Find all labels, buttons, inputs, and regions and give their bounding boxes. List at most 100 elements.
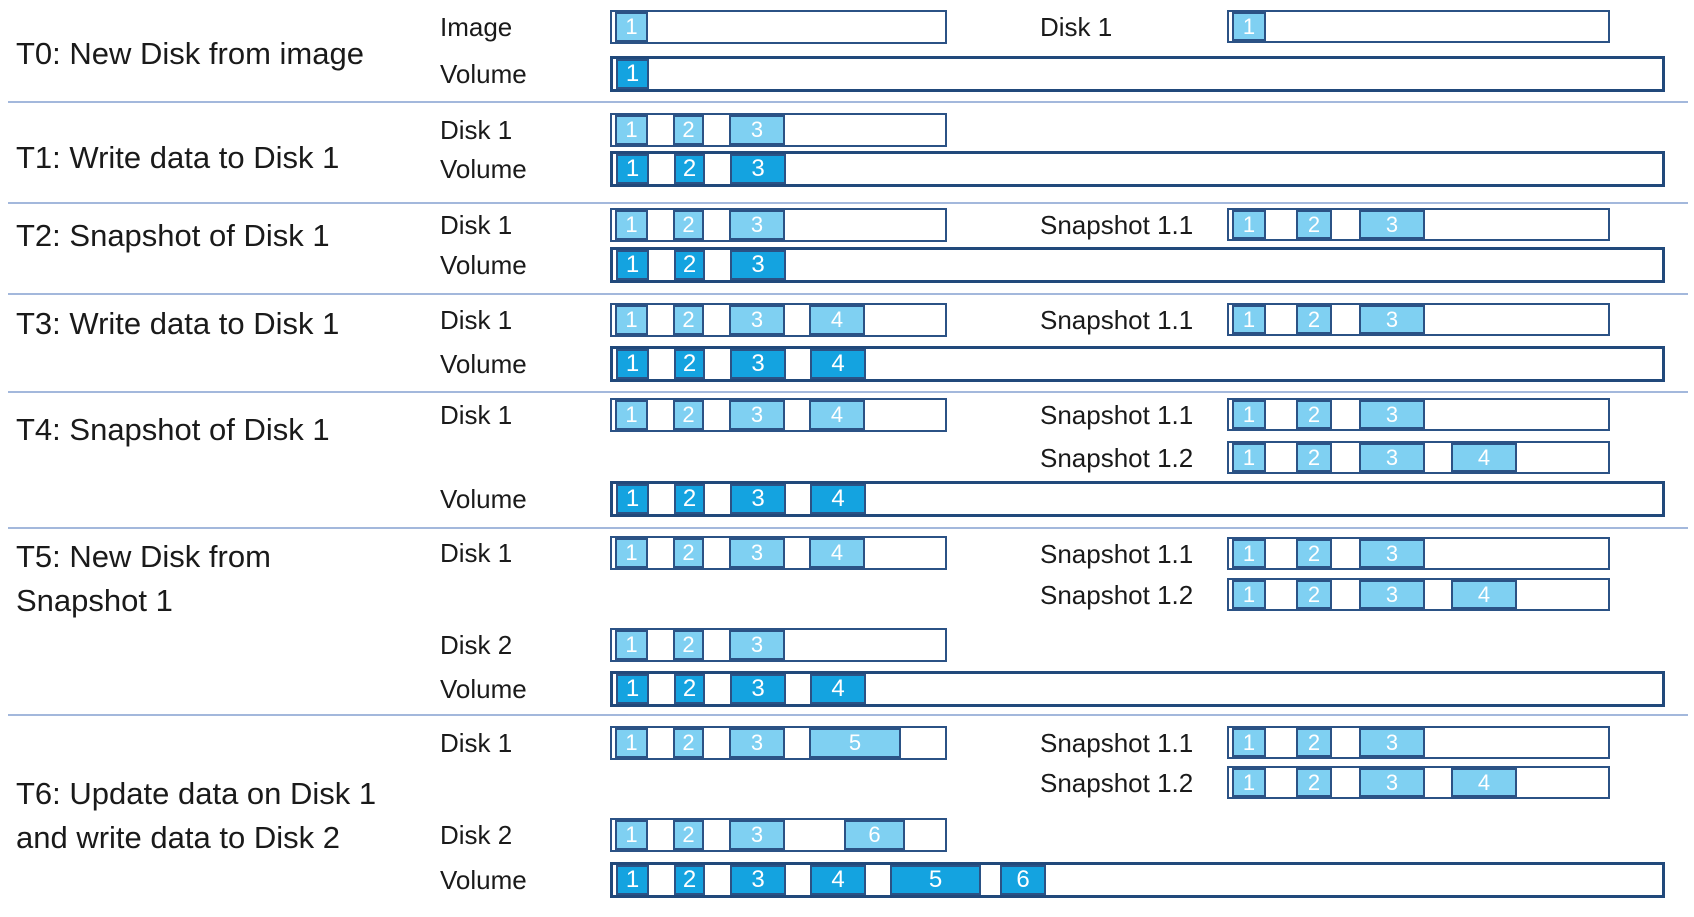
row-label-disk-2: Disk 2: [440, 630, 513, 660]
row-label-volume: Volume: [440, 59, 527, 89]
data-block-1: 1: [616, 865, 649, 895]
row-label-image: Image: [440, 12, 513, 42]
data-block-2: 2: [673, 538, 704, 568]
data-block-3: 3: [730, 674, 786, 704]
data-block-1: 1: [616, 59, 649, 89]
data-block-1: 1: [615, 12, 648, 42]
row-label-snapshot-1.2: Snapshot 1.2: [1040, 579, 1194, 610]
data-block-2: 2: [673, 728, 704, 758]
data-block-1: 1: [615, 115, 648, 145]
data-block-1: 1: [615, 820, 648, 850]
row-label-disk-1: Disk 1: [440, 538, 513, 568]
time-label-line: Snapshot 1: [16, 583, 173, 618]
time-label-line: T2: Snapshot of Disk 1: [16, 218, 330, 253]
section-divider: [8, 527, 1688, 529]
data-block-3: 3: [729, 210, 785, 240]
time-label-line: T3: Write data to Disk 1: [16, 306, 340, 341]
row-label-disk-1: Disk 1: [1040, 11, 1113, 42]
section-divider: [8, 293, 1688, 295]
row-label-snapshot-1.2: Snapshot 1.2: [1040, 767, 1194, 798]
data-block-2: 2: [1296, 400, 1332, 429]
row-label-volume: Volume: [440, 865, 527, 895]
data-block-2: 2: [674, 250, 705, 280]
data-block-2: 2: [1296, 728, 1332, 757]
row-label-volume: Volume: [440, 349, 527, 379]
data-block-4: 4: [1451, 768, 1517, 797]
row-label-disk-2: Disk 2: [440, 820, 513, 850]
row-label-disk-1: Disk 1: [440, 400, 513, 430]
row-label-disk-1: Disk 1: [440, 305, 513, 335]
data-block-2: 2: [673, 400, 704, 430]
data-block-3: 3: [1359, 305, 1425, 334]
data-block-1: 1: [1232, 728, 1266, 757]
time-label-t5: T5: New Disk from Snapshot 1: [16, 535, 271, 623]
data-block-3: 3: [730, 154, 786, 184]
data-block-3: 3: [730, 865, 786, 895]
data-block-4: 4: [809, 400, 865, 430]
data-block-3: 3: [730, 484, 786, 514]
time-label-line: and write data to Disk 2: [16, 820, 340, 855]
data-block-3: 3: [1359, 580, 1425, 609]
row-label-disk-1: Disk 1: [440, 210, 513, 240]
data-block-6: 6: [844, 820, 905, 850]
data-block-3: 3: [729, 728, 785, 758]
data-block-4: 4: [810, 865, 866, 895]
data-block-1: 1: [1232, 210, 1266, 239]
time-label-t6: T6: Update data on Disk 1 and write data …: [16, 772, 376, 860]
row-label-snapshot-1.1: Snapshot 1.1: [1040, 399, 1194, 430]
section-divider: [8, 391, 1688, 393]
data-block-5: 5: [809, 728, 901, 758]
data-block-2: 2: [673, 820, 704, 850]
data-block-3: 3: [1359, 400, 1425, 429]
time-label-line: T0: New Disk from image: [16, 36, 364, 71]
data-block-3: 3: [729, 115, 785, 145]
data-block-1: 1: [615, 400, 648, 430]
data-block-2: 2: [673, 210, 704, 240]
data-block-1: 1: [616, 154, 649, 184]
section-divider: [8, 714, 1688, 716]
data-block-1: 1: [1232, 768, 1266, 797]
time-label-t0: T0: New Disk from image: [16, 32, 364, 76]
data-block-3: 3: [1359, 768, 1425, 797]
time-label-line: T1: Write data to Disk 1: [16, 140, 340, 175]
data-block-1: 1: [616, 674, 649, 704]
data-block-1: 1: [1232, 305, 1266, 334]
data-block-1: 1: [1232, 400, 1266, 429]
data-block-3: 3: [729, 820, 785, 850]
data-block-4: 4: [810, 484, 866, 514]
data-block-2: 2: [674, 154, 705, 184]
data-block-2: 2: [673, 115, 704, 145]
data-block-5: 5: [890, 865, 981, 895]
row-label-snapshot-1.1: Snapshot 1.1: [1040, 304, 1194, 335]
data-block-2: 2: [1296, 210, 1332, 239]
data-block-3: 3: [1359, 539, 1425, 568]
data-block-1: 1: [615, 305, 648, 335]
data-block-2: 2: [1296, 443, 1332, 472]
data-block-2: 2: [1296, 305, 1332, 334]
data-block-1: 1: [616, 250, 649, 280]
time-label-t2: T2: Snapshot of Disk 1: [16, 214, 330, 258]
data-block-3: 3: [1359, 728, 1425, 757]
time-label-t3: T3: Write data to Disk 1: [16, 302, 339, 346]
data-block-3: 3: [730, 349, 786, 379]
data-block-4: 4: [1451, 580, 1517, 609]
row-label-snapshot-1.1: Snapshot 1.1: [1040, 727, 1194, 758]
row-label-disk-1: Disk 1: [440, 115, 513, 145]
data-block-1: 1: [616, 484, 649, 514]
section-divider: [8, 202, 1688, 204]
data-block-2: 2: [674, 349, 705, 379]
row-label-volume: Volume: [440, 154, 527, 184]
